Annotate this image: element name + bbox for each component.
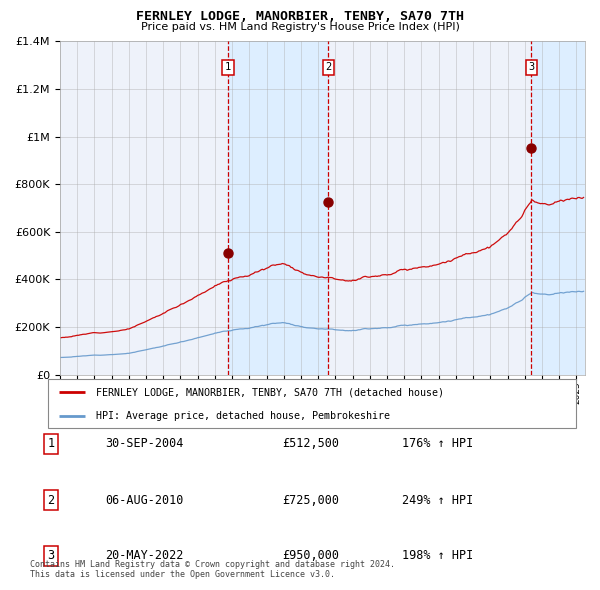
Text: £950,000: £950,000 bbox=[282, 549, 339, 562]
Text: 2: 2 bbox=[325, 63, 331, 73]
Text: 2: 2 bbox=[47, 494, 55, 507]
FancyBboxPatch shape bbox=[48, 379, 576, 428]
Text: 176% ↑ HPI: 176% ↑ HPI bbox=[402, 437, 473, 450]
Text: Contains HM Land Registry data © Crown copyright and database right 2024.
This d: Contains HM Land Registry data © Crown c… bbox=[30, 560, 395, 579]
Text: £512,500: £512,500 bbox=[282, 437, 339, 450]
Text: 06-AUG-2010: 06-AUG-2010 bbox=[105, 494, 184, 507]
Text: Price paid vs. HM Land Registry's House Price Index (HPI): Price paid vs. HM Land Registry's House … bbox=[140, 22, 460, 32]
Text: FERNLEY LODGE, MANORBIER, TENBY, SA70 7TH (detached house): FERNLEY LODGE, MANORBIER, TENBY, SA70 7T… bbox=[95, 388, 443, 398]
Text: 30-SEP-2004: 30-SEP-2004 bbox=[105, 437, 184, 450]
Text: 1: 1 bbox=[225, 63, 231, 73]
Text: FERNLEY LODGE, MANORBIER, TENBY, SA70 7TH: FERNLEY LODGE, MANORBIER, TENBY, SA70 7T… bbox=[136, 10, 464, 23]
Text: 249% ↑ HPI: 249% ↑ HPI bbox=[402, 494, 473, 507]
Bar bbox=[228, 41, 328, 375]
Bar bbox=[531, 41, 585, 375]
Text: 3: 3 bbox=[528, 63, 535, 73]
Text: 20-MAY-2022: 20-MAY-2022 bbox=[105, 549, 184, 562]
Text: £725,000: £725,000 bbox=[282, 494, 339, 507]
Text: HPI: Average price, detached house, Pembrokeshire: HPI: Average price, detached house, Pemb… bbox=[95, 411, 389, 421]
Text: 1: 1 bbox=[47, 437, 55, 450]
Text: 3: 3 bbox=[47, 549, 55, 562]
Text: 198% ↑ HPI: 198% ↑ HPI bbox=[402, 549, 473, 562]
